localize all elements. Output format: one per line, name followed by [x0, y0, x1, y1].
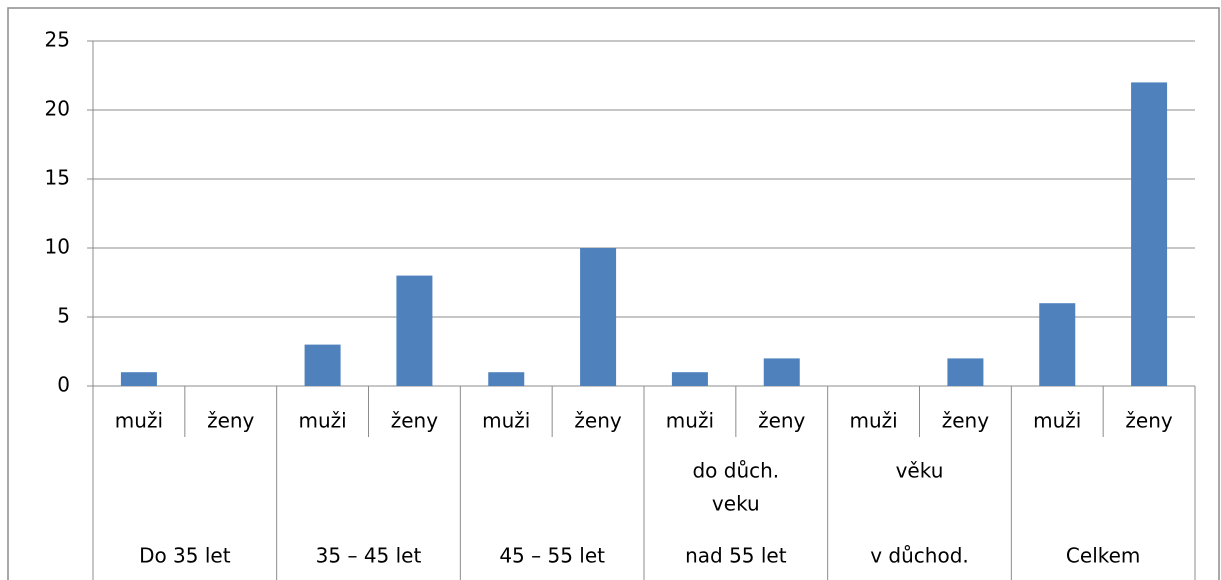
x-tick-label: ženy	[758, 409, 805, 433]
bar	[671, 372, 708, 386]
bar	[304, 344, 341, 386]
y-tick-label: 5	[57, 304, 70, 328]
x-tick-label: ženy	[1125, 409, 1172, 433]
bar	[947, 358, 984, 386]
group-label: v důchod.	[870, 544, 969, 568]
y-tick-label: 15	[45, 166, 70, 190]
group-label: Do 35 let	[139, 544, 231, 568]
x-tick-label: ženy	[574, 409, 621, 433]
bar	[580, 248, 617, 386]
group-label: nad 55 let	[685, 544, 787, 568]
y-tick-label: 10	[45, 235, 70, 259]
x-tick-label: ženy	[391, 409, 438, 433]
group-label: do důch.	[692, 459, 779, 483]
bar	[396, 275, 433, 386]
x-tick-label: ženy	[207, 409, 254, 433]
bar	[488, 372, 525, 386]
x-tick-label: muži	[482, 409, 530, 433]
bar	[1039, 303, 1076, 386]
group-label: veku	[712, 492, 760, 516]
x-tick-label: muži	[1033, 409, 1081, 433]
bar	[763, 358, 800, 386]
chart-frame	[7, 7, 1220, 580]
x-tick-label: muži	[298, 409, 346, 433]
group-label: 45 – 55 let	[499, 544, 605, 568]
group-label: Celkem	[1066, 544, 1140, 568]
y-tick-label: 0	[57, 373, 70, 397]
y-tick-label: 20	[45, 97, 70, 121]
bar	[120, 372, 157, 386]
group-label: věku	[896, 459, 944, 483]
group-label: 35 – 45 let	[316, 544, 422, 568]
x-tick-label: muži	[115, 409, 163, 433]
bar	[1131, 82, 1168, 387]
y-tick-label: 25	[45, 28, 70, 52]
x-tick-label: muži	[849, 409, 897, 433]
x-tick-label: ženy	[942, 409, 989, 433]
x-tick-label: muži	[666, 409, 714, 433]
